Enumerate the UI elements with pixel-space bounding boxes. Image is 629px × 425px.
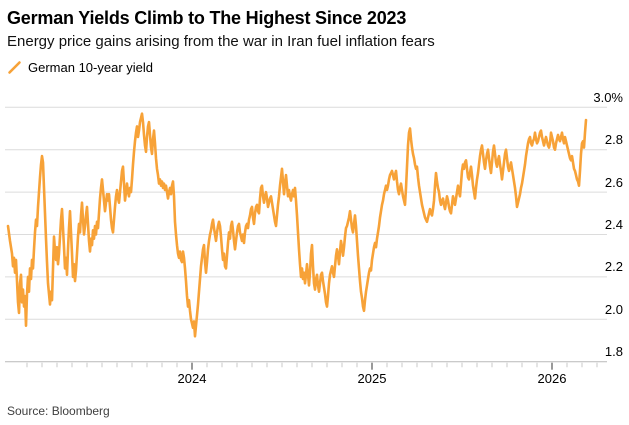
y-tick-label: 2.0 — [604, 301, 623, 317]
y-tick-label: 3.0% — [593, 89, 623, 105]
x-axis-ticks — [26, 362, 598, 370]
y-tick-label: 1.8 — [604, 344, 623, 360]
gridlines — [5, 106, 607, 363]
x-tick-label: 2024 — [177, 370, 207, 386]
y-tick-label: 2.2 — [604, 259, 623, 275]
y-tick-label: 2.8 — [604, 132, 623, 148]
legend-label: German 10-year yield — [28, 59, 153, 75]
chart-title: German Yields Climb to The Highest Since… — [7, 8, 407, 28]
y-tick-label: 2.6 — [604, 174, 623, 190]
line-series-icon — [8, 60, 21, 74]
chart-subtitle: Energy price gains arising from the war … — [7, 33, 435, 50]
x-tick-label: 2026 — [537, 370, 567, 386]
x-tick-label: 2025 — [357, 370, 387, 386]
legend: German 10-year yield — [7, 58, 153, 76]
source-note: Source: Bloomberg — [7, 404, 110, 418]
y-tick-label: 2.4 — [604, 217, 623, 232]
yield-line-series — [6, 112, 588, 338]
